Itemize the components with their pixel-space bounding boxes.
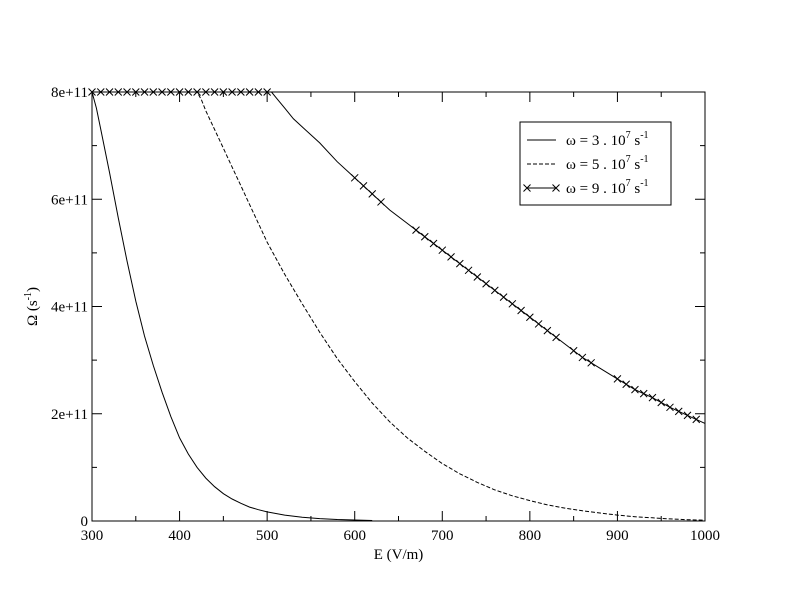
series-marker-3	[455, 259, 464, 268]
series-marker-3	[543, 326, 552, 335]
series-marker-3	[578, 353, 587, 362]
y-axis-title-end: )	[25, 287, 41, 292]
series-marker-3	[683, 411, 692, 420]
x-tick-label: 1000	[690, 528, 720, 544]
series-marker-3	[587, 358, 596, 367]
series-marker-3	[499, 293, 508, 301]
legend-label-part: 7	[626, 130, 631, 141]
legend-label-part: ω = 3 . 10	[566, 133, 626, 149]
x-tick-label: 800	[519, 528, 542, 544]
series-marker-3	[657, 398, 666, 407]
legend-label-part: s	[631, 157, 641, 173]
series-marker-3	[368, 190, 377, 198]
legend-label-2: ω = 5 . 107 s-1	[566, 154, 649, 173]
legend-label-part: ω = 9 . 10	[566, 181, 626, 197]
legend-label-part: 7	[626, 154, 631, 165]
series-marker-3	[482, 279, 490, 288]
series-marker-3	[359, 181, 368, 190]
legend-marker	[523, 184, 531, 192]
series-marker-3	[552, 333, 560, 342]
legend-label-1: ω = 3 . 107 s-1	[566, 130, 649, 149]
series-line-2	[92, 91, 706, 521]
series-marker-3	[674, 407, 683, 416]
x-tick-label: 400	[168, 528, 191, 544]
series-marker-3	[613, 375, 622, 383]
y-axis-title: Ω (s-1)	[23, 287, 41, 326]
legend-entries: ω = 3 . 107 s-1ω = 5 . 107 s-1ω = 9 . 10…	[523, 130, 649, 197]
legend-label-3: ω = 9 . 107 s-1	[566, 178, 649, 197]
y-tick-label: 0	[81, 514, 89, 530]
series-marker-3	[526, 313, 534, 322]
x-tick-label: 500	[256, 528, 279, 544]
series-marker-3	[377, 198, 385, 206]
legend-marker	[552, 184, 560, 192]
series-marker-3	[350, 173, 359, 182]
legend-label-part: -1	[640, 178, 648, 189]
series-marker-3	[517, 306, 525, 315]
series-marker-3	[508, 299, 517, 308]
legend-label-part: -1	[640, 130, 648, 141]
y-tick-label: 4e+11	[51, 300, 88, 316]
series-line-1	[91, 91, 373, 521]
series-marker-3	[639, 389, 648, 398]
x-tick-label: 600	[343, 528, 366, 544]
series-marker-3	[534, 320, 543, 328]
x-tick-label: 900	[606, 528, 629, 544]
x-tick-label: 300	[81, 528, 104, 544]
y-tick-label: 2e+11	[51, 407, 88, 423]
series-marker-3	[464, 266, 473, 275]
series-marker-3	[412, 226, 420, 234]
series-marker-3	[420, 232, 429, 241]
series-marker-3	[429, 239, 438, 248]
y-tick-label: 6e+11	[51, 192, 88, 208]
legend-label-part: s	[631, 181, 641, 197]
legend-label-part: ω = 5 . 10	[566, 157, 626, 173]
y-axis-title-main: Ω (s	[25, 300, 41, 326]
series-marker-3	[569, 346, 578, 355]
series-marker-3	[648, 393, 657, 402]
series-marker-3	[692, 415, 701, 424]
y-tick-label: 8e+11	[51, 85, 88, 101]
x-tick-label: 700	[431, 528, 454, 544]
y-axis-title-sup: -1	[23, 292, 34, 300]
legend: ω = 3 . 107 s-1ω = 5 . 107 s-1ω = 9 . 10…	[519, 121, 672, 206]
series-marker-3	[622, 380, 631, 389]
series-marker-3	[473, 273, 482, 281]
legend-label-part: s	[631, 133, 641, 149]
series-marker-3	[447, 253, 455, 261]
series-marker-3	[631, 385, 639, 394]
x-axis-title: E (V/m)	[374, 547, 424, 563]
legend-label-part: 7	[626, 178, 631, 189]
legend-label-part: -1	[640, 154, 648, 165]
ticks-layer: 300 400 500 600 700 800 900 1000 0 2e+11 4e+11 6e+1…	[51, 85, 720, 544]
series-marker-3	[438, 246, 447, 255]
series-marker-3	[490, 286, 499, 295]
series-marker-3	[666, 403, 674, 412]
